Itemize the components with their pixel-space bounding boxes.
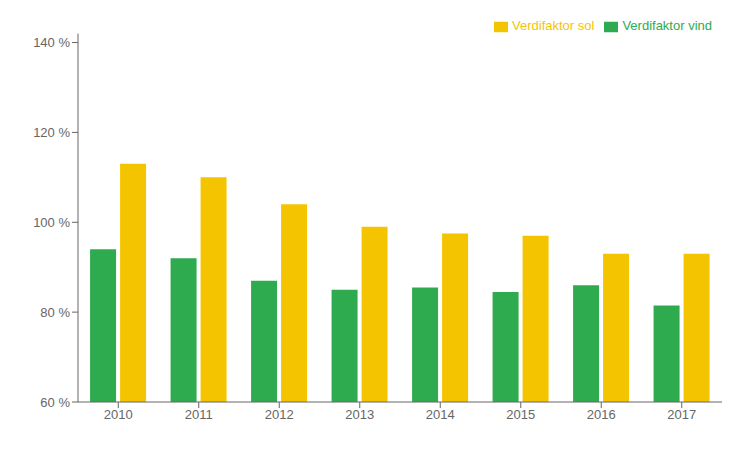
svg-text:2013: 2013 <box>345 407 374 422</box>
svg-text:80 %: 80 % <box>40 305 70 320</box>
svg-text:120 %: 120 % <box>33 125 70 140</box>
svg-text:60 %: 60 % <box>40 395 70 410</box>
svg-text:2016: 2016 <box>587 407 616 422</box>
svg-text:2015: 2015 <box>506 407 535 422</box>
html-text:Verdifaktor sol: Verdifaktor sol <box>512 18 595 33</box>
svg-text:100 %: 100 % <box>33 215 70 230</box>
svg-text:2012: 2012 <box>265 407 294 422</box>
svg-text:2017: 2017 <box>667 407 696 422</box>
svg-text:140 %: 140 % <box>33 35 70 50</box>
svg-text:2011: 2011 <box>185 407 213 422</box>
html-text:Verdifaktor vind: Verdifaktor vind <box>622 18 712 33</box>
svg-text:2010: 2010 <box>104 407 133 422</box>
svg-text:2014: 2014 <box>426 407 455 422</box>
